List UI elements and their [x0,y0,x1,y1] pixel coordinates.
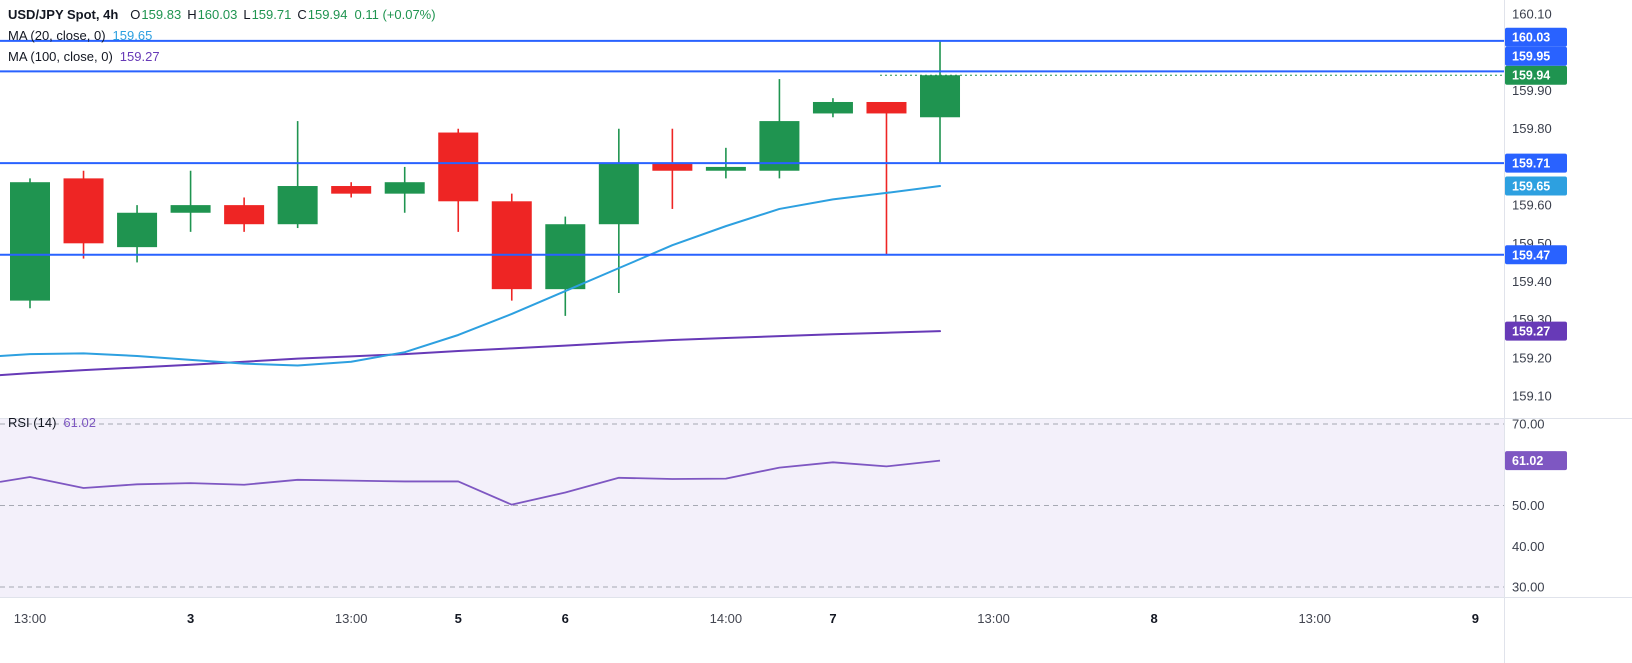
rsi-tick-label: 30.00 [1512,580,1545,595]
ma20-line [0,185,942,367]
svg-text:159.71: 159.71 [1512,157,1550,171]
time-label: 7 [829,611,836,626]
time-label: 8 [1151,611,1158,626]
time-label: 13:00 [14,611,47,626]
rsi-label: RSI (14) [8,414,57,430]
ohlc-high-label: H [187,7,197,22]
candle [812,98,853,118]
legend-ma20-row[interactable]: MA (20, close, 0) 159.65 [8,25,436,46]
axis-badge: 159.94 [1505,65,1567,85]
price-tick-label: 159.40 [1512,274,1552,289]
candle [63,170,104,259]
ohlc-close-value: 159.94 [307,7,348,22]
candle [438,128,479,232]
svg-text:159.47: 159.47 [1512,248,1550,262]
price-tick-label: 159.10 [1512,389,1552,404]
rsi-pane-bg [0,419,1504,597]
axis-badge: 159.65 [1505,176,1567,196]
axis-badge: 159.27 [1505,321,1567,341]
candle [920,40,961,164]
candle [277,121,318,229]
svg-text:159.27: 159.27 [1512,325,1550,339]
candle [170,170,211,232]
ohlc-close-label: C [297,7,307,22]
svg-text:61.02: 61.02 [1512,454,1543,468]
rsi-pane[interactable] [0,419,1504,597]
rsi-line [0,459,941,506]
ohlc-open: O159.83 [130,7,181,22]
ohlc-high-value: 160.03 [197,7,238,22]
ohlc-low-label: L [243,7,251,22]
time-label: 3 [187,611,194,626]
rsi-tick-label: 40.00 [1512,539,1545,554]
ma20-value: 159.65 [112,28,153,43]
svg-text:159.94: 159.94 [1512,69,1550,83]
time-label: 13:00 [977,611,1010,626]
svg-text:160.03: 160.03 [1512,31,1550,45]
symbol-title: USD/JPY Spot, 4h [8,7,119,22]
legend-symbol-row[interactable]: USD/JPY Spot, 4h O159.83 H160.03 L159.71… [8,4,436,25]
ma100-line [0,330,942,377]
price-tick-label: 160.10 [1512,7,1552,22]
price-tick-label: 159.80 [1512,121,1552,136]
ohlc-low: L159.71 [243,7,291,22]
legend-main: USD/JPY Spot, 4h O159.83 H160.03 L159.71… [8,4,436,67]
ohlc-high: H160.03 [187,7,237,22]
ohlc-close: C159.94 [297,7,347,22]
axis-badge: 160.03 [1505,27,1567,47]
candle [117,205,158,263]
ma20-label: MA (20, close, 0) [8,28,106,43]
legend-rsi-row[interactable]: RSI (14) 61.02 [8,412,96,432]
time-axis[interactable] [0,598,1504,663]
ma100-label: MA (100, close, 0) [8,49,113,64]
candle [491,193,532,301]
price-axis[interactable] [1504,0,1632,597]
price-tick-label: 159.90 [1512,83,1552,98]
time-label: 14:00 [710,611,743,626]
time-label: 9 [1472,611,1479,626]
rsi-tick-label: 50.00 [1512,498,1545,513]
legend-ma100-row[interactable]: MA (100, close, 0) 159.27 [8,46,436,67]
ohlc-open-value: 159.83 [141,7,182,22]
svg-text:159.65: 159.65 [1512,180,1550,194]
time-label: 5 [455,611,462,626]
time-label: 13:00 [335,611,368,626]
axis-badge: 159.71 [1505,153,1567,173]
svg-text:159.95: 159.95 [1512,50,1550,64]
price-tick-label: 159.60 [1512,198,1552,213]
candle [866,101,907,255]
rsi-value: 61.02 [63,414,96,430]
time-label: 13:00 [1298,611,1331,626]
ma100-value: 159.27 [119,49,160,64]
time-label: 6 [562,611,569,626]
rsi-tick-label: 70.00 [1512,417,1545,432]
candle [598,128,639,293]
candle [652,128,693,209]
candle [384,166,425,213]
change-value: 0.11 (+0.07%) [354,7,436,22]
axis-badge: 159.47 [1505,245,1567,265]
ohlc-low-value: 159.71 [251,7,292,22]
candle [331,182,372,198]
ohlc-open-label: O [130,7,141,22]
candle [10,178,50,309]
axis-badge: 159.95 [1505,46,1567,66]
candle [545,216,586,316]
axis-badge: 61.02 [1505,451,1567,471]
price-tick-label: 159.20 [1512,350,1552,365]
candle [224,197,265,232]
